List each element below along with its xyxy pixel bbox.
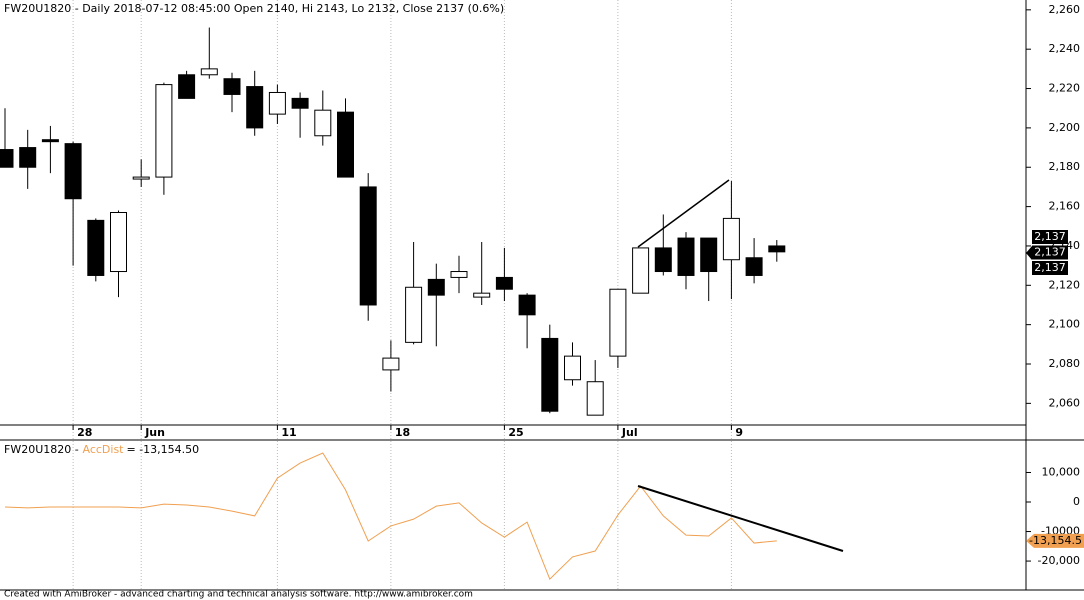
y-tick-label: 2,120 [1049,278,1081,291]
price-flag [1032,245,1068,260]
x-tick-label: 25 [508,426,523,439]
candle-body [314,109,332,137]
y-tick-label: 2,220 [1049,82,1081,95]
candle-body [268,91,286,115]
candle-body [450,271,468,278]
footer: Created with AmiBroker - advanced charti… [4,590,473,600]
price-flag-label: 2,137 [1034,230,1066,243]
candle-body [246,86,264,129]
candle-body [427,278,445,296]
candle-body [541,337,559,412]
x-tick-label: 28 [77,426,92,439]
candle-body [132,176,150,180]
x-tick-label: Jul [621,426,638,439]
chart-title: FW20U1820 - Daily 2018-07-12 08:45:00 Op… [4,2,504,15]
candle-body [518,294,536,316]
candle-body [722,217,740,261]
x-tick-label: Jun [144,426,165,439]
trend-line [637,179,730,248]
y-tick-label: 2,260 [1049,3,1081,16]
candle-body [337,111,354,178]
candle-body [586,381,604,416]
y-tick-label: 2,100 [1049,318,1081,331]
candle-body [87,219,105,276]
last-value: = -13,154.50 [126,443,199,456]
x-tick-label: 9 [735,426,743,439]
value-flag [1026,533,1084,548]
candle-body [200,68,218,76]
candle-body [495,276,513,290]
y-tick-label: -20,000 [1038,554,1080,567]
candle-body [632,247,650,294]
y-tick-label: 2,180 [1049,160,1081,173]
y-tick-label: 2,240 [1049,42,1081,55]
candle-body [405,286,423,343]
y-tick-label: 2,200 [1049,121,1081,134]
candle-body [0,149,14,168]
candle-body [382,357,400,371]
candle-body [178,74,196,99]
candle-body [745,257,763,276]
flag-pointer [1026,246,1032,260]
candle-body [223,78,241,95]
x-tick-label: 11 [281,426,296,439]
value-flag-label: -13,154.5 [1029,534,1082,547]
candle-body [473,292,491,298]
price-flag [1032,230,1068,244]
candle-body [564,355,581,381]
price-flag-label: 2,137 [1034,246,1066,259]
candle-body [768,245,786,253]
candle-body [19,147,37,168]
trend-line [637,485,844,552]
x-tick-label: 18 [395,426,410,439]
y-tick-label: 10,000 [1042,465,1081,478]
candle-body [700,237,718,273]
y-tick-label: 2,080 [1049,357,1081,370]
candle-body [110,212,127,273]
candle-body [155,84,173,178]
y-tick-label: 0 [1073,495,1080,508]
candle-body [41,139,59,143]
indicator-label: FW20U1820 - [4,443,79,456]
candle-body [291,97,309,109]
indicator-line [4,452,777,580]
candle-body [64,143,82,200]
candle-body [359,186,377,306]
y-tick-label: 2,160 [1049,200,1081,213]
price-flag [1032,261,1068,275]
legend-entry: AccDist [82,443,124,456]
indicator-title: FW20U1820 - AccDist = -13,154.50 [4,443,199,456]
candle-body [677,237,695,276]
candle-body [609,288,627,357]
price-flag-label: 2,137 [1034,261,1066,274]
y-tick-label: 2,060 [1049,396,1081,409]
candle-body [654,247,672,273]
